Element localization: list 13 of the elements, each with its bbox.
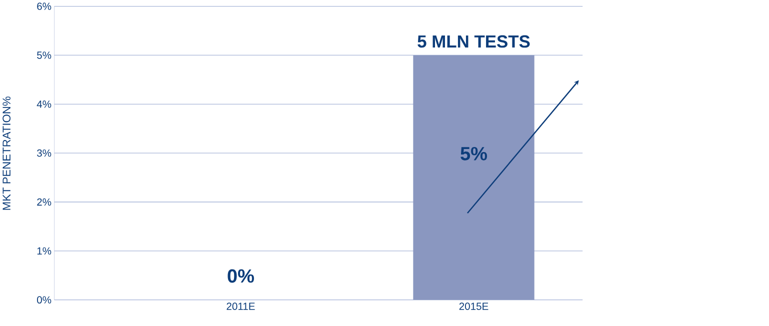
y-tick-label: 5%	[37, 52, 52, 59]
data-label: 0%	[228, 269, 254, 283]
y-axis-title: MKT PENETRATION%	[2, 96, 11, 210]
annotation: 5 MLN TESTS	[418, 35, 530, 48]
x-tick-label: 2015E	[459, 302, 488, 310]
y-tick-label: 0%	[37, 296, 52, 304]
y-tick-label: 3%	[37, 149, 52, 157]
y-tick-label: 6%	[37, 2, 52, 10]
y-tick-label: 4%	[36, 100, 52, 108]
y-tick-label: 1%	[37, 247, 52, 254]
y-tick-label: 2%	[37, 198, 52, 206]
data-label: 5%	[460, 146, 487, 160]
x-tick-label: 2011E	[226, 302, 255, 310]
